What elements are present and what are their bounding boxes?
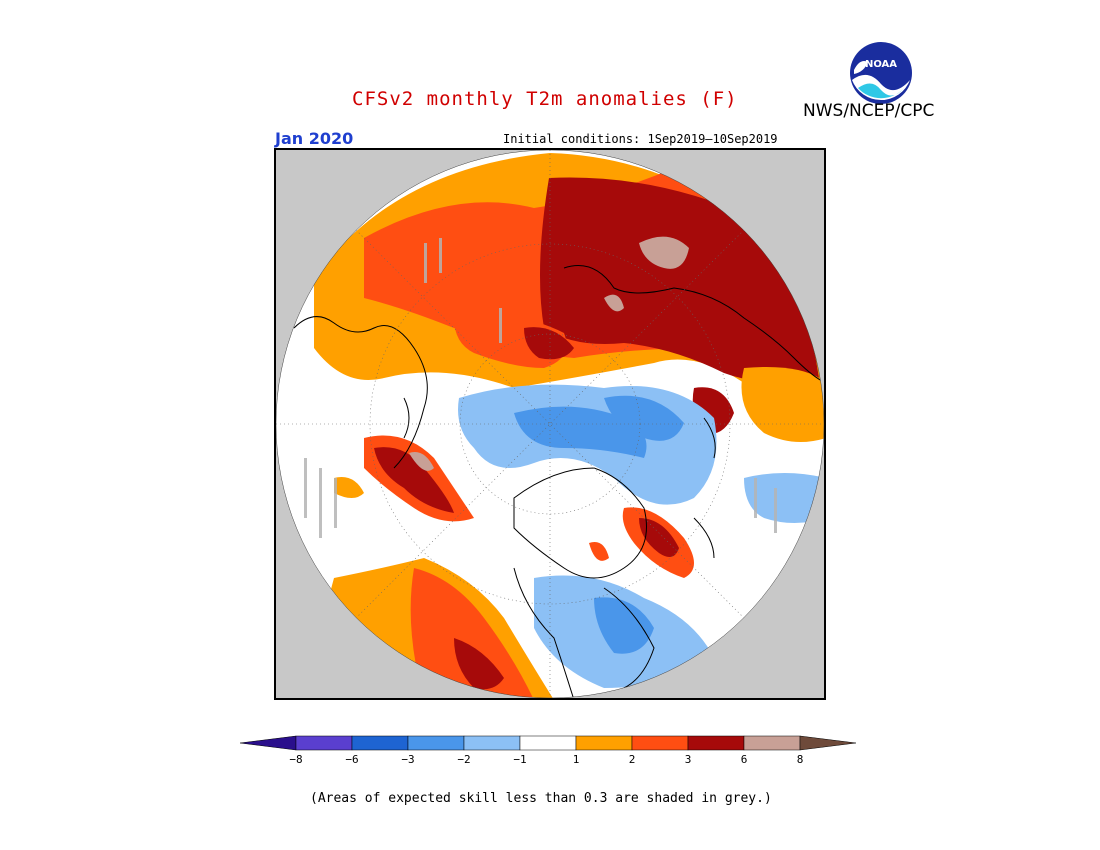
colorbar: −8 −6 −3 −2 −1 1 2 3 6 8	[239, 735, 857, 766]
colorbar-box	[687, 735, 745, 751]
colorbar-tick-label: −3	[401, 753, 414, 766]
colorbar-tick-label: 3	[685, 753, 692, 766]
colorbar-box	[519, 735, 577, 751]
colorbar-box	[295, 735, 353, 751]
agency-label: NWS/NCEP/CPC	[803, 101, 935, 121]
noaa-logo-icon: NOAA	[850, 42, 912, 104]
chart-title: CFSv2 monthly T2m anomalies (F)	[352, 88, 738, 110]
logo-text: NOAA	[865, 59, 897, 70]
colorbar-box	[575, 735, 633, 751]
polar-map	[274, 148, 826, 700]
colorbar-tick-label: 1	[573, 753, 580, 766]
coastlines	[293, 265, 824, 698]
colorbar-box	[351, 735, 409, 751]
colorbar-tick-label: 2	[629, 753, 636, 766]
colorbar-tick-label: −1	[513, 753, 526, 766]
colorbar-tick-label: −6	[345, 753, 358, 766]
skill-footnote: (Areas of expected skill less than 0.3 a…	[310, 791, 772, 806]
colorbar-box	[743, 735, 801, 751]
colorbar-box	[407, 735, 465, 751]
low-skill-shading	[304, 238, 777, 538]
map-frame	[274, 148, 826, 700]
colorbar-underflow-arrow	[239, 735, 297, 751]
colorbar-tick-label: −8	[289, 753, 302, 766]
colorbar-tick-label: 8	[797, 753, 804, 766]
colorbar-box	[631, 735, 689, 751]
initial-conditions: Initial conditions: 1Sep2019–10Sep2019	[503, 132, 778, 146]
graticule	[276, 150, 824, 698]
colorbar-overflow-arrow	[799, 735, 857, 751]
forecast-period: Jan 2020	[275, 129, 354, 148]
noaa-logo: NOAA	[848, 40, 914, 110]
colorbar-tick-label: 6	[741, 753, 748, 766]
anomaly-field	[276, 150, 824, 698]
colorbar-box	[463, 735, 521, 751]
colorbar-tick-label: −2	[457, 753, 470, 766]
